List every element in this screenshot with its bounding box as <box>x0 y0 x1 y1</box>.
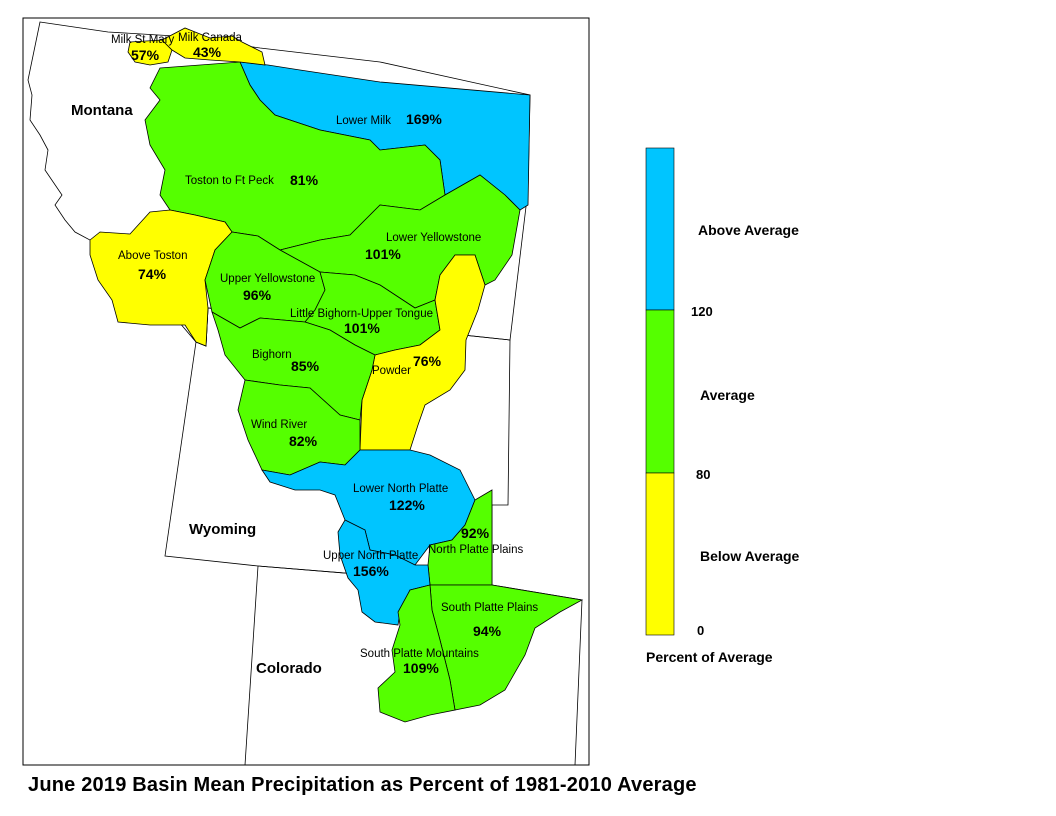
pct-bighorn: 85% <box>291 358 320 374</box>
pct-upper-yellowstone: 96% <box>243 287 272 303</box>
pct-milk-canada: 43% <box>193 44 222 60</box>
legend: Above Average 120 Average 80 Below Avera… <box>645 147 800 665</box>
legend-title: Percent of Average <box>646 649 773 665</box>
pct-milk-st-mary: 57% <box>131 47 160 63</box>
label-toston-ft-peck: Toston to Ft Peck <box>185 175 274 187</box>
pct-wind-river: 82% <box>289 433 318 449</box>
label-north-platte-plains: North Platte Plains <box>428 544 523 556</box>
legend-swatch-below <box>645 472 675 636</box>
legend-label-below: Below Average <box>700 548 800 564</box>
pct-upper-north-platte: 156% <box>353 563 389 579</box>
basin-bighorn <box>211 311 376 421</box>
label-lower-north-platte: Lower North Platte <box>353 483 448 495</box>
label-lower-milk: Lower Milk <box>336 115 391 127</box>
pct-north-platte-plains: 92% <box>461 525 490 541</box>
basin-south-platte-mountains <box>377 584 456 723</box>
pct-toston-ft-peck: 81% <box>290 172 319 188</box>
label-milk-canada: Milk Canada <box>178 32 243 44</box>
state-label-colorado: Colorado <box>256 660 322 677</box>
basin-milk-canada <box>161 27 266 66</box>
pct-south-platte-plains: 94% <box>473 623 502 639</box>
label-little-bighorn: Little Bighorn-Upper Tongue <box>290 308 433 320</box>
map-caption: June 2019 Basin Mean Precipitation as Pe… <box>28 774 697 796</box>
label-milk-st-mary: Milk St Mary <box>111 34 175 46</box>
label-above-toston: Above Toston <box>118 250 187 262</box>
legend-tick-120: 120 <box>691 304 713 319</box>
pct-lower-milk: 169% <box>406 111 442 127</box>
legend-swatch-above <box>645 147 675 311</box>
pct-powder: 76% <box>413 353 442 369</box>
pct-south-platte-mountains: 109% <box>403 660 439 676</box>
pct-above-toston: 74% <box>138 266 167 282</box>
pct-little-bighorn: 101% <box>344 320 380 336</box>
legend-label-average: Average <box>700 387 755 403</box>
label-powder: Powder <box>372 365 411 377</box>
state-label-wyoming: Wyoming <box>189 521 256 538</box>
label-upper-yellowstone: Upper Yellowstone <box>220 273 315 285</box>
legend-tick-0: 0 <box>697 623 704 638</box>
state-label-montana: Montana <box>71 102 133 119</box>
label-bighorn: Bighorn <box>252 349 292 361</box>
legend-swatch-average <box>645 309 675 474</box>
label-south-platte-plains: South Platte Plains <box>441 602 538 614</box>
label-lower-yellowstone: Lower Yellowstone <box>386 232 481 244</box>
pct-lower-yellowstone: 101% <box>365 246 401 262</box>
legend-label-above: Above Average <box>698 222 799 238</box>
label-south-platte-mountains: South Platte Mountains <box>360 648 479 660</box>
pct-lower-north-platte: 122% <box>389 497 425 513</box>
label-wind-river: Wind River <box>251 419 307 431</box>
legend-tick-80: 80 <box>696 467 710 482</box>
basin-above-toston <box>89 209 233 347</box>
label-upper-north-platte: Upper North Platte <box>323 550 418 562</box>
